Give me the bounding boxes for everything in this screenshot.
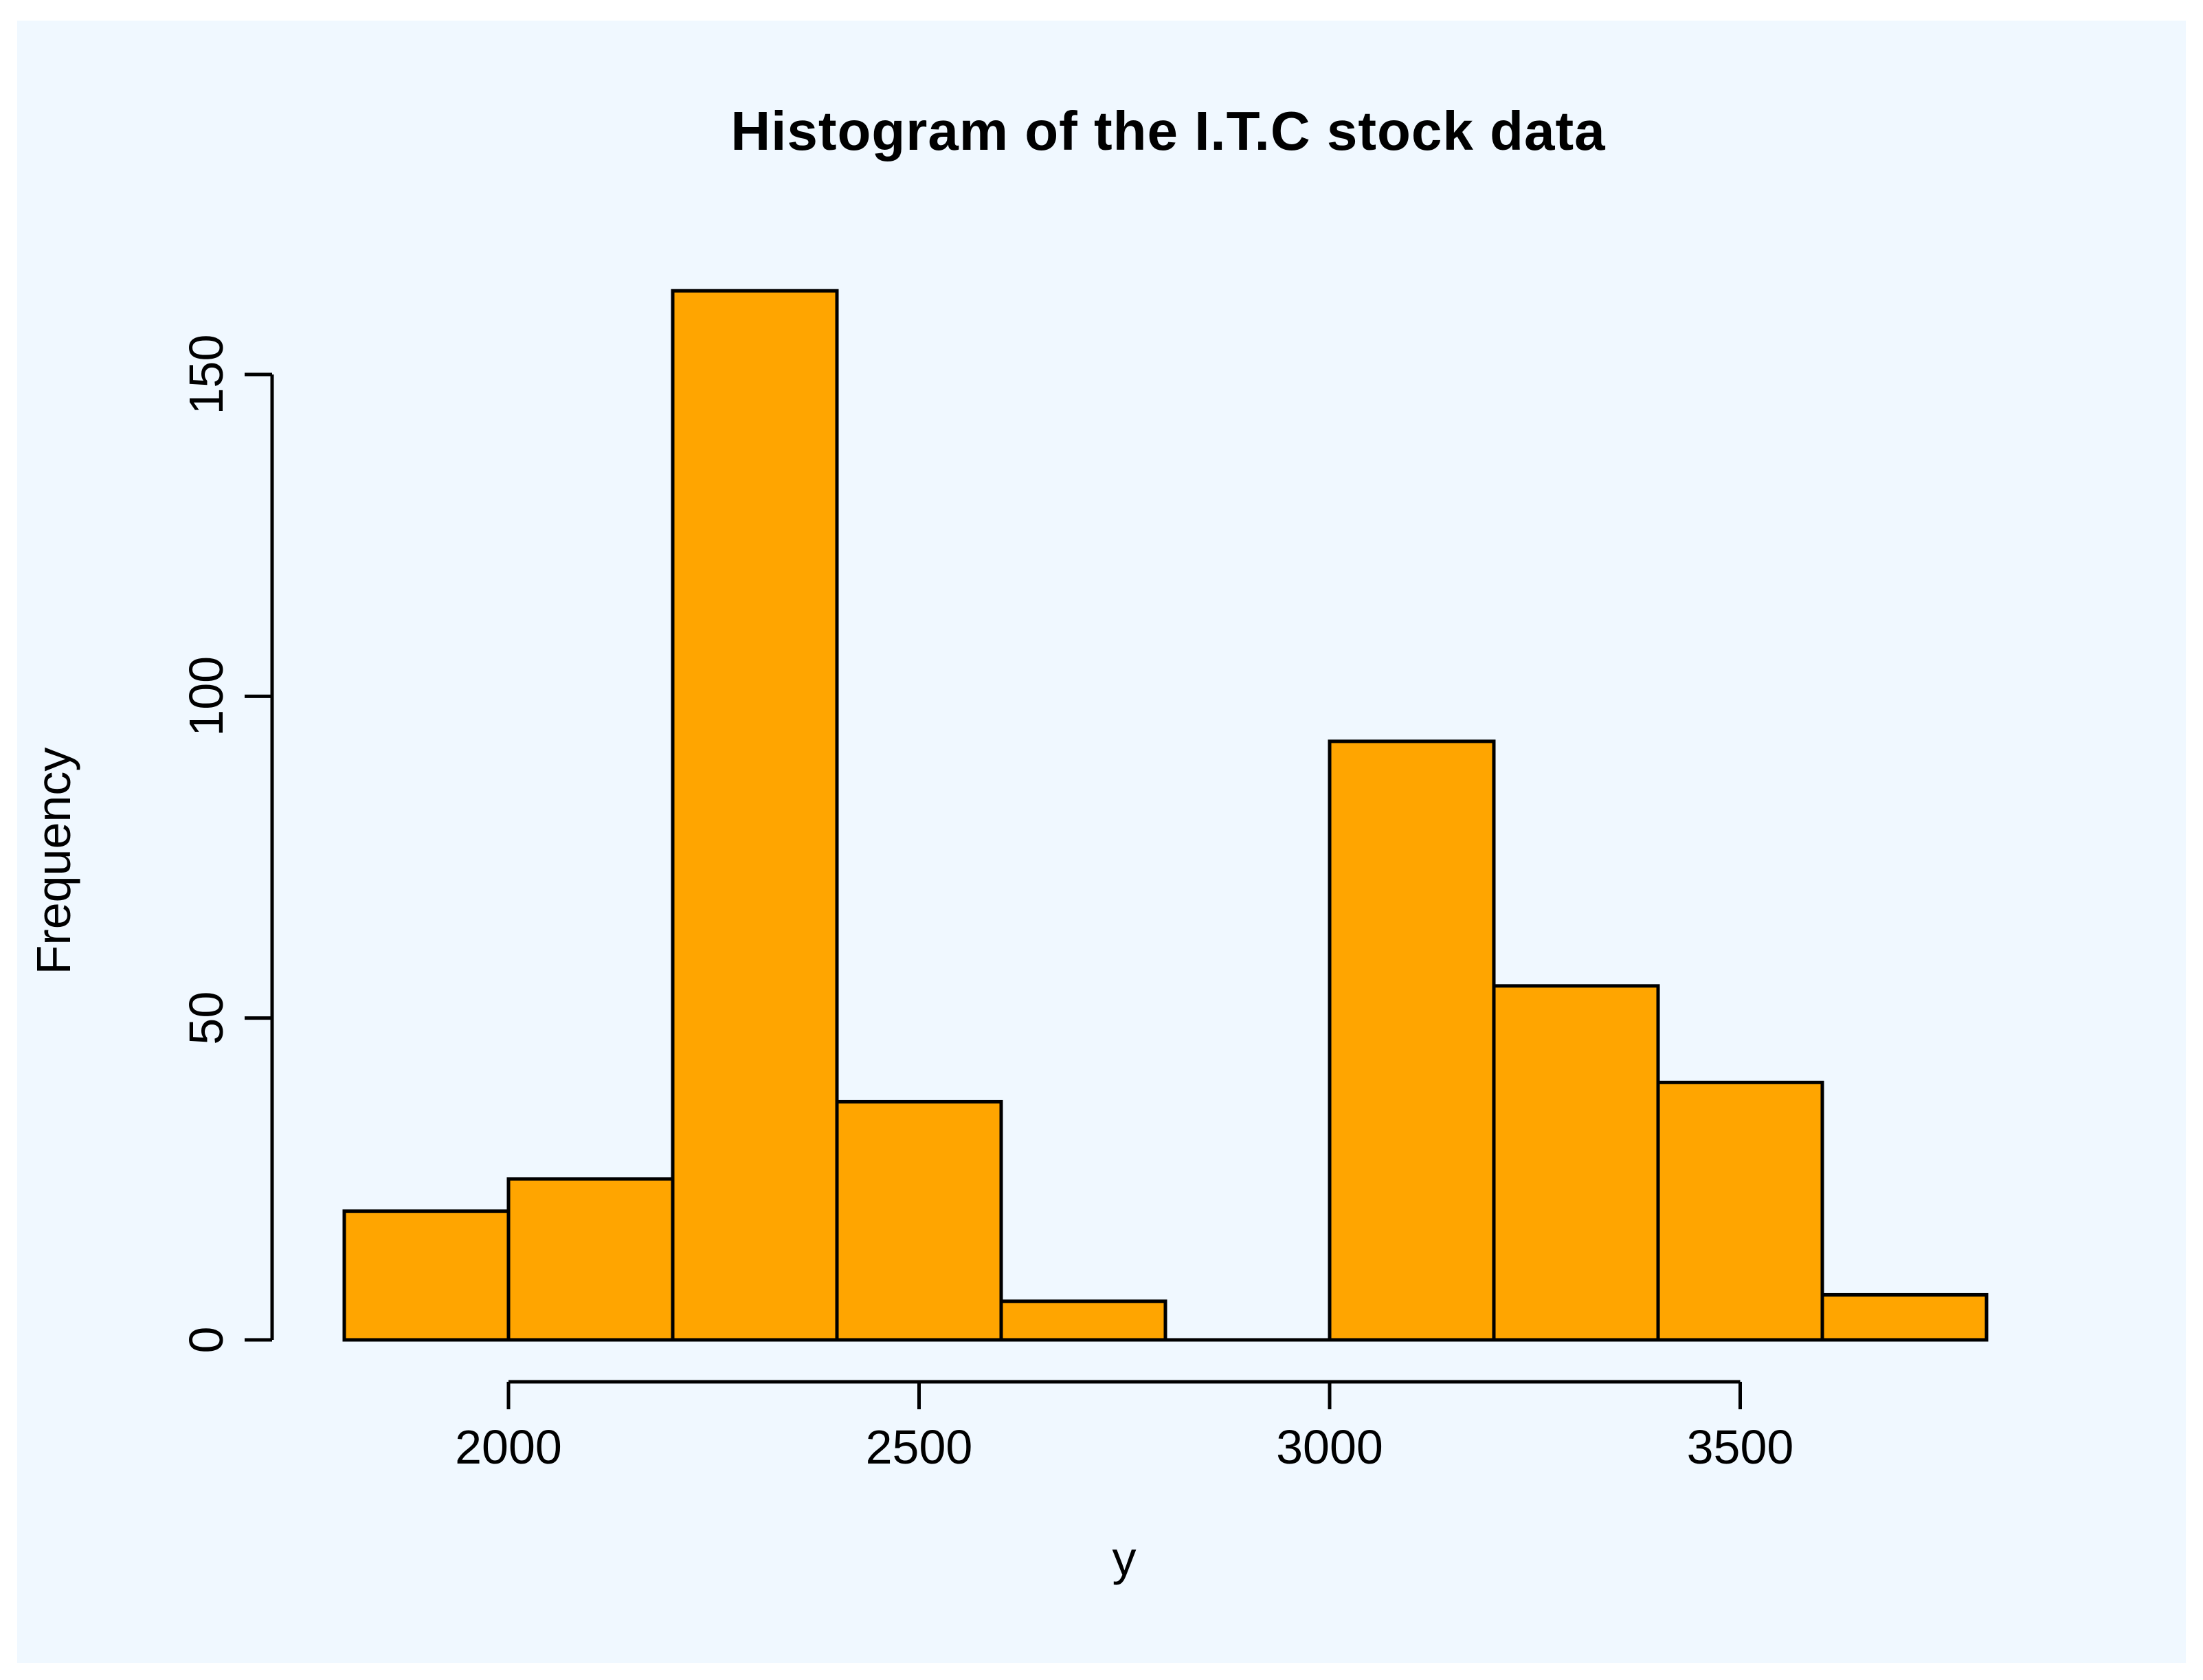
y-tick-label: 0 [179, 1327, 233, 1354]
histogram-bar [1328, 739, 1496, 1342]
histogram-bar [1820, 1292, 1989, 1342]
histogram-bar [671, 289, 839, 1342]
histogram-bar [1492, 984, 1660, 1342]
x-tick-label: 3500 [1687, 1420, 1794, 1474]
y-axis-label: Frequency [27, 747, 80, 975]
x-tick-label: 2500 [866, 1420, 973, 1474]
histogram-bar [835, 1099, 1003, 1342]
histogram-bar [506, 1177, 675, 1342]
histogram-bar [999, 1299, 1167, 1342]
histogram-bar [342, 1209, 511, 1342]
x-tick-label: 2000 [455, 1420, 562, 1474]
y-tick-label: 150 [179, 335, 233, 415]
plot-panel-background [17, 21, 2186, 1663]
y-tick-label: 50 [179, 992, 233, 1045]
x-axis-label: y [1112, 1532, 1137, 1585]
chart-title: Histogram of the I.T.C stock data [730, 100, 1606, 161]
x-tick-label: 3000 [1276, 1420, 1383, 1474]
histogram-bar [1656, 1080, 1824, 1342]
y-tick-label: 100 [179, 656, 233, 737]
